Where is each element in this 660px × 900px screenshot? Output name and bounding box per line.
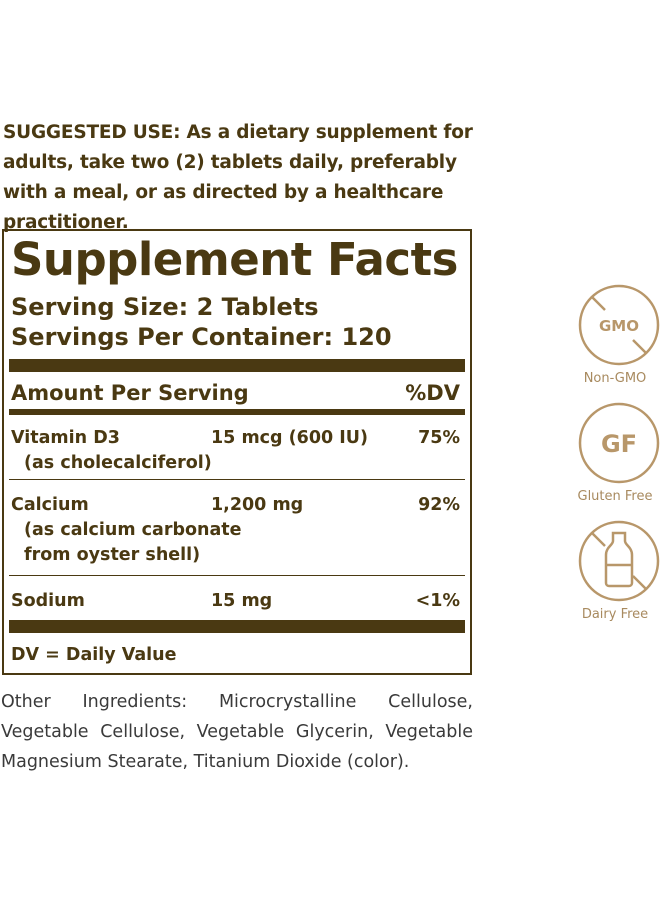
amount-header: Amount Per Serving bbox=[11, 381, 249, 405]
nutrient-dv: 75% bbox=[418, 428, 460, 448]
badge-label: Non-GMO bbox=[583, 371, 647, 386]
serving-size: Serving Size: 2 Tablets bbox=[11, 293, 319, 321]
gf-glyph: GF bbox=[601, 430, 637, 458]
divider-thin bbox=[9, 575, 465, 576]
other-ingredients: Other Ingredients: Microcrystalline Cell… bbox=[1, 692, 473, 772]
nutrient-source: (as calcium carbonate bbox=[24, 520, 242, 540]
suggested-use: SUGGESTED USE: As a dietary supplement f… bbox=[3, 122, 473, 233]
no-gmo-icon: GMO bbox=[578, 284, 660, 366]
divider-medium bbox=[9, 409, 465, 415]
badge-dairy-free: Dairy Free bbox=[577, 519, 660, 622]
supplement-facts-panel: Supplement Facts Serving Size: 2 Tablets… bbox=[2, 229, 472, 675]
badge-gluten-free: GF Gluten Free bbox=[577, 401, 660, 504]
dairy-free-icon bbox=[578, 520, 660, 602]
gluten-free-icon: GF bbox=[578, 402, 660, 484]
gmo-glyph: GMO bbox=[599, 317, 639, 335]
dv-header: %DV bbox=[405, 381, 460, 405]
nutrient-source: from oyster shell) bbox=[24, 545, 201, 565]
divider-thin bbox=[9, 479, 465, 480]
nutrient-row: Calcium 1,200 mg 92% (as calcium carbona… bbox=[11, 493, 460, 568]
nutrient-amount: 15 mg bbox=[211, 591, 273, 611]
servings-per-container: Servings Per Container: 120 bbox=[11, 323, 392, 351]
divider-thick bbox=[9, 359, 465, 372]
nutrient-row: Sodium 15 mg <1% bbox=[11, 589, 460, 614]
nutrient-amount: 15 mcg (600 IU) bbox=[211, 428, 369, 448]
amount-header-row: Amount Per Serving %DV bbox=[11, 379, 460, 407]
badge-non-gmo: GMO Non-GMO bbox=[577, 283, 660, 386]
nutrient-amount: 1,200 mg bbox=[211, 495, 304, 515]
nutrient-dv: 92% bbox=[418, 495, 460, 515]
nutrient-row: Vitamin D3 15 mcg (600 IU) 75% (as chole… bbox=[11, 426, 460, 476]
nutrient-name: Calcium bbox=[11, 495, 89, 515]
badge-label: Dairy Free bbox=[581, 607, 649, 622]
nutrient-source: (as cholecalciferol) bbox=[24, 453, 212, 473]
nutrient-dv: <1% bbox=[415, 591, 460, 611]
badge-label: Gluten Free bbox=[577, 489, 653, 504]
facts-title: Supplement Facts bbox=[11, 233, 458, 286]
footnote: DV = Daily Value bbox=[11, 645, 177, 665]
divider-thick bbox=[9, 620, 465, 633]
nutrient-name: Sodium bbox=[11, 591, 85, 611]
nutrient-name: Vitamin D3 bbox=[11, 428, 120, 448]
